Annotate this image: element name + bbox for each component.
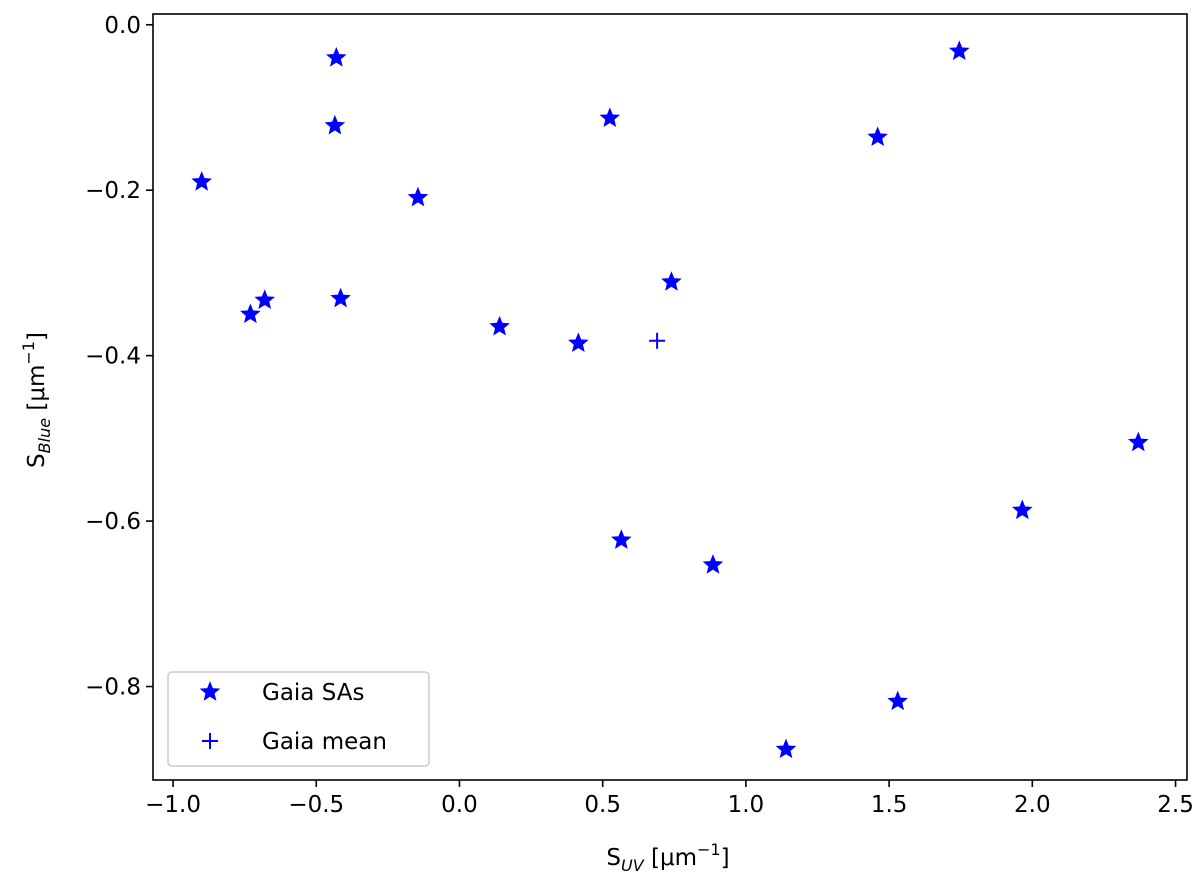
star-marker-point	[326, 47, 347, 67]
star-marker-point	[775, 738, 797, 759]
y-tick-label: −0.6	[85, 509, 141, 535]
legend-star-marker-icon	[199, 681, 221, 701]
x-axis-label-unit: [μm	[644, 845, 697, 871]
x-tick-label: 0.0	[441, 792, 478, 818]
star-marker-point	[702, 554, 724, 574]
legend-label-gaia-sas: Gaia SAs	[262, 680, 364, 706]
legend-plus-marker-icon	[202, 733, 218, 749]
star-marker-point	[661, 271, 682, 291]
y-axis-label-main: S	[24, 453, 50, 468]
x-tick-label: 2.0	[1014, 792, 1051, 818]
star-marker-point	[254, 289, 276, 309]
star-marker-point	[887, 690, 909, 711]
star-marker-point	[489, 315, 510, 336]
legend-plus-marker	[202, 733, 218, 749]
x-tick-label: 1.0	[728, 792, 765, 818]
y-axis-label-close: ]	[24, 332, 50, 341]
star-marker-point	[568, 332, 589, 353]
star-marker-point	[948, 40, 970, 60]
star-marker-point	[1012, 499, 1033, 520]
star-marker-point	[1128, 431, 1149, 452]
y-tick-label: −0.4	[85, 344, 141, 370]
legend-box	[167, 671, 430, 767]
x-tick-label: 0.5	[584, 792, 621, 818]
star-marker-point	[611, 529, 632, 549]
star-marker-point	[407, 186, 429, 207]
star-marker-point	[324, 114, 346, 135]
data-points	[191, 40, 1149, 759]
y-tick-label: −0.2	[85, 178, 141, 204]
y-tick-label: 0.0	[104, 13, 141, 39]
x-tick-label: −0.5	[288, 792, 344, 818]
plus-marker-point	[649, 332, 666, 349]
star-marker-point	[330, 287, 351, 308]
x-tick-label: 2.5	[1157, 792, 1194, 818]
x-axis-label-subscript: UV	[621, 856, 645, 875]
x-axis-label: SUV [μm−1]	[606, 840, 729, 875]
legend-label-gaia-mean: Gaia mean	[262, 729, 387, 755]
x-tick-label: −1.0	[145, 792, 201, 818]
star-marker-point	[240, 303, 261, 324]
y-axis-label-exponent: −1	[19, 341, 38, 365]
y-axis-label: SBlue [μm−1]	[19, 332, 54, 468]
x-tick-label: 1.5	[871, 792, 908, 818]
y-axis-label-subscript: Blue	[35, 418, 54, 454]
x-axis-label-main: S	[606, 845, 621, 871]
x-axis-label-close: ]	[721, 845, 730, 871]
x-axis-label-exponent: −1	[697, 840, 721, 859]
legend: Gaia SAs Gaia mean	[167, 671, 430, 767]
star-marker-point	[867, 126, 888, 147]
star-marker-point	[599, 107, 621, 127]
legend-star-marker	[199, 681, 221, 701]
y-axis-label-unit: [μm	[24, 365, 50, 418]
plot-frame	[152, 13, 1188, 781]
y-tick-label: −0.8	[85, 675, 141, 701]
x-axis-ticks: −1.0 −0.5 0.0 0.5 1.0 1.5 2.0 2.5	[145, 780, 1194, 818]
star-marker-point	[191, 171, 212, 191]
y-axis-ticks: 0.0 −0.2 −0.4 −0.6 −0.8	[85, 13, 153, 701]
